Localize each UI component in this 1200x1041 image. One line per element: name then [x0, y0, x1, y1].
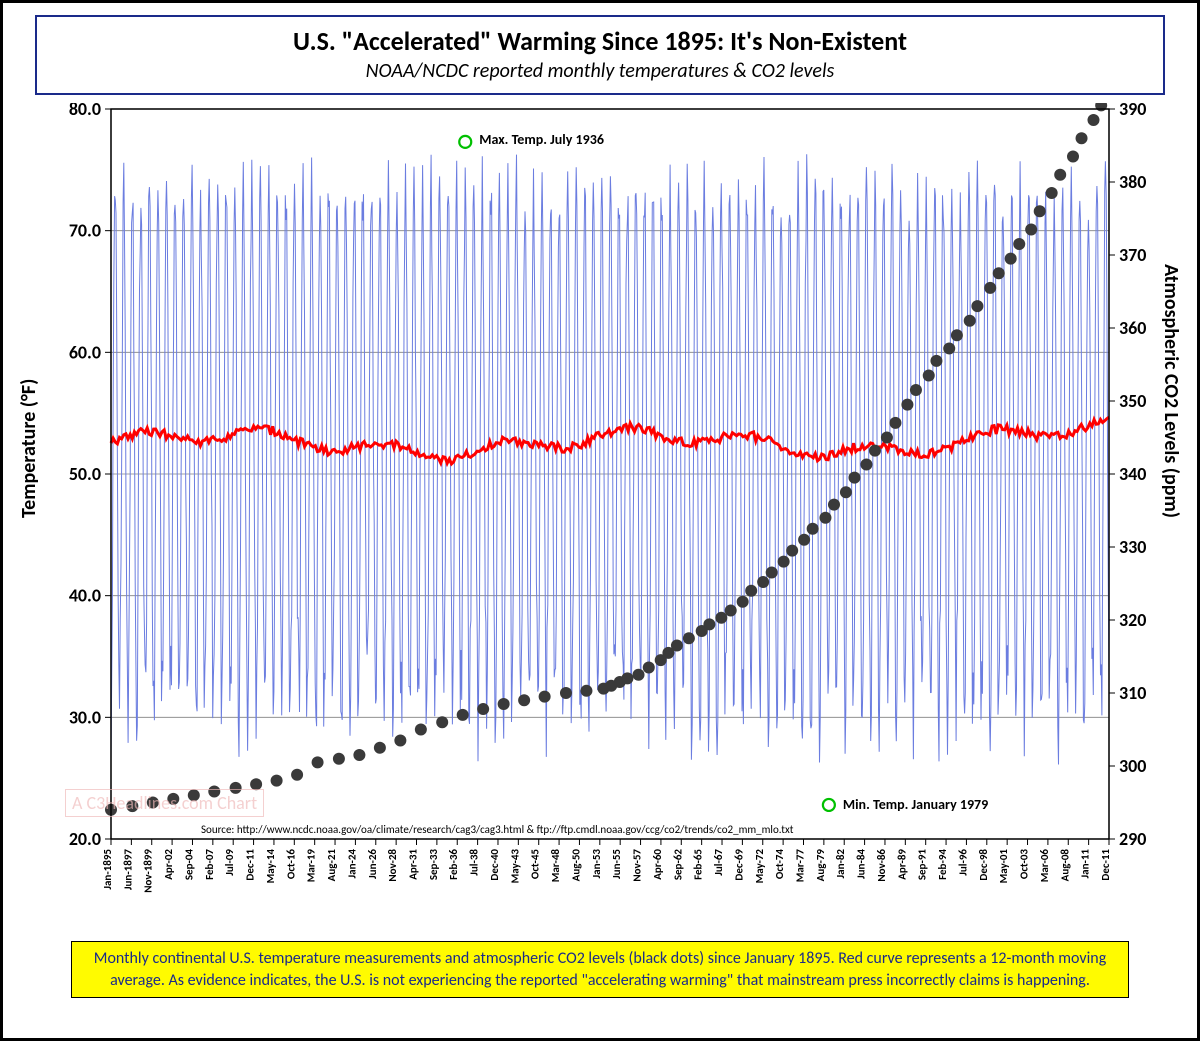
- svg-text:Nov-57: Nov-57: [631, 849, 644, 882]
- svg-text:May-43: May-43: [508, 849, 521, 884]
- svg-text:Jun-1897: Jun-1897: [121, 849, 134, 891]
- svg-text:310: 310: [1119, 682, 1146, 704]
- svg-text:Max. Temp. July 1936: Max. Temp. July 1936: [479, 131, 604, 148]
- svg-text:Jan-1895: Jan-1895: [101, 849, 114, 890]
- chart-area: Temperature (°F) Atmospheric CO2 Levels …: [35, 103, 1165, 933]
- svg-text:Jun-84: Jun-84: [855, 849, 868, 879]
- svg-text:May-72: May-72: [753, 849, 766, 884]
- svg-text:Mar-19: Mar-19: [305, 849, 318, 883]
- svg-text:Mar-48: Mar-48: [549, 849, 562, 883]
- svg-text:Source: http://www.ncdc.noaa.g: Source: http://www.ncdc.noaa.gov/oa/clim…: [201, 823, 794, 836]
- svg-text:Feb-36: Feb-36: [447, 849, 460, 880]
- svg-text:Dec-69: Dec-69: [732, 849, 745, 881]
- svg-text:80.0: 80.0: [69, 103, 101, 120]
- svg-text:Apr-31: Apr-31: [407, 849, 420, 880]
- svg-text:Aug-21: Aug-21: [325, 849, 338, 882]
- svg-text:Dec-40: Dec-40: [488, 849, 501, 881]
- svg-text:Jan-82: Jan-82: [834, 849, 847, 879]
- svg-text:60.0: 60.0: [69, 341, 101, 363]
- svg-text:Sep-91: Sep-91: [916, 849, 929, 881]
- svg-text:340: 340: [1119, 463, 1146, 485]
- svg-text:20.0: 20.0: [69, 828, 101, 850]
- svg-text:Dec-98: Dec-98: [977, 849, 990, 881]
- svg-text:Nov-28: Nov-28: [386, 849, 399, 882]
- svg-text:380: 380: [1119, 171, 1146, 193]
- svg-text:Jun-26: Jun-26: [366, 849, 379, 879]
- svg-text:Jan-11: Jan-11: [1079, 849, 1092, 879]
- chart-title: U.S. "Accelerated" Warming Since 1895: I…: [47, 25, 1153, 57]
- svg-text:Oct-16: Oct-16: [284, 849, 297, 880]
- svg-text:Feb-94: Feb-94: [936, 849, 949, 880]
- svg-text:Jul-09: Jul-09: [223, 849, 236, 876]
- svg-text:Sep-62: Sep-62: [671, 849, 684, 881]
- svg-text:320: 320: [1119, 609, 1146, 631]
- svg-text:350: 350: [1119, 390, 1146, 412]
- svg-text:Aug-79: Aug-79: [814, 849, 827, 882]
- svg-text:Min. Temp. January 1979: Min. Temp. January 1979: [843, 796, 988, 813]
- y-axis-right-label: Atmospheric CO2 Levels (ppm): [1159, 264, 1183, 518]
- svg-text:40.0: 40.0: [69, 585, 101, 607]
- svg-text:Aug-50: Aug-50: [569, 849, 582, 882]
- svg-text:Sep-33: Sep-33: [427, 849, 440, 881]
- svg-text:Dec-11: Dec-11: [1099, 849, 1112, 881]
- svg-text:Oct-03: Oct-03: [1018, 849, 1031, 880]
- svg-text:May-14: May-14: [264, 849, 277, 884]
- svg-text:Feb-07: Feb-07: [203, 849, 216, 880]
- svg-text:Nov-86: Nov-86: [875, 849, 888, 882]
- y-axis-left-label: Temperature (°F): [17, 379, 41, 518]
- chart-subtitle: NOAA/NCDC reported monthly temperatures …: [47, 59, 1153, 83]
- svg-text:Apr-02: Apr-02: [162, 849, 175, 880]
- svg-text:330: 330: [1119, 536, 1146, 558]
- svg-text:Jun-55: Jun-55: [610, 849, 623, 879]
- svg-text:360: 360: [1119, 317, 1146, 339]
- svg-text:30.0: 30.0: [69, 706, 101, 728]
- svg-text:May-01: May-01: [997, 849, 1010, 884]
- svg-text:Oct-45: Oct-45: [529, 849, 542, 880]
- svg-text:Sep-04: Sep-04: [182, 849, 195, 881]
- svg-text:390: 390: [1119, 103, 1146, 120]
- svg-text:Feb-65: Feb-65: [692, 849, 705, 880]
- svg-text:Jan-53: Jan-53: [590, 849, 603, 879]
- svg-text:50.0: 50.0: [69, 463, 101, 485]
- svg-text:Jul-67: Jul-67: [712, 849, 725, 876]
- svg-text:Apr-60: Apr-60: [651, 849, 664, 880]
- svg-text:Oct-74: Oct-74: [773, 849, 786, 880]
- svg-text:300: 300: [1119, 755, 1146, 777]
- svg-text:Dec-11: Dec-11: [244, 849, 257, 881]
- svg-text:290: 290: [1119, 828, 1146, 850]
- svg-text:Jul-96: Jul-96: [956, 849, 969, 876]
- svg-text:70.0: 70.0: [69, 220, 101, 242]
- title-box: U.S. "Accelerated" Warming Since 1895: I…: [35, 15, 1165, 95]
- svg-text:Mar-06: Mar-06: [1038, 849, 1051, 883]
- caption-box: Monthly continental U.S. temperature mea…: [71, 941, 1129, 998]
- svg-text:Jan-24: Jan-24: [345, 849, 358, 879]
- watermark: A C3Headlines.com Chart: [65, 789, 264, 817]
- svg-text:Mar-77: Mar-77: [793, 849, 806, 883]
- svg-text:Apr-89: Apr-89: [895, 849, 908, 880]
- svg-text:Nov-1899: Nov-1899: [142, 849, 155, 893]
- page-container: U.S. "Accelerated" Warming Since 1895: I…: [0, 0, 1200, 1041]
- svg-text:370: 370: [1119, 244, 1146, 266]
- svg-text:Jul-38: Jul-38: [468, 849, 481, 876]
- svg-text:Aug-08: Aug-08: [1058, 849, 1071, 882]
